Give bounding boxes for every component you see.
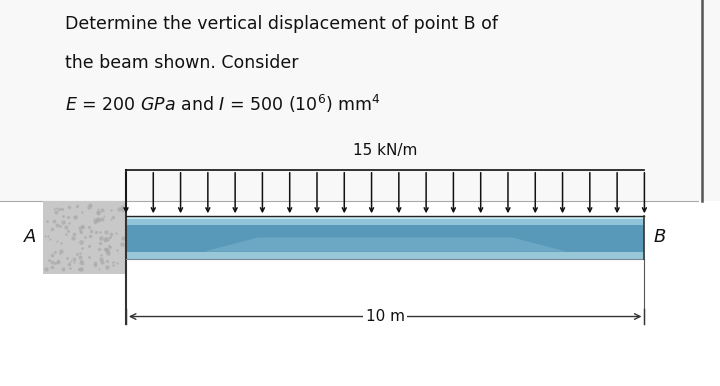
Bar bbox=[0, 0, 720, 201]
Bar bbox=[126, 216, 644, 219]
Text: Determine the vertical displacement of point B of: Determine the vertical displacement of p… bbox=[65, 15, 498, 34]
Bar bbox=[126, 252, 644, 259]
Polygon shape bbox=[204, 237, 567, 252]
Text: 10 m: 10 m bbox=[366, 309, 405, 324]
Text: B: B bbox=[653, 229, 665, 246]
Bar bbox=[126, 225, 644, 252]
Text: $E$ = 200 $GPa$ and $I$ = 500 (10$^6$) mm$^4$: $E$ = 200 $GPa$ and $I$ = 500 (10$^6$) m… bbox=[65, 93, 380, 115]
Text: A: A bbox=[24, 229, 36, 246]
Bar bbox=[43, 201, 126, 274]
Text: the beam shown. Consider: the beam shown. Consider bbox=[65, 54, 298, 72]
Text: 15 kN/m: 15 kN/m bbox=[353, 143, 418, 158]
Bar bbox=[126, 219, 644, 225]
